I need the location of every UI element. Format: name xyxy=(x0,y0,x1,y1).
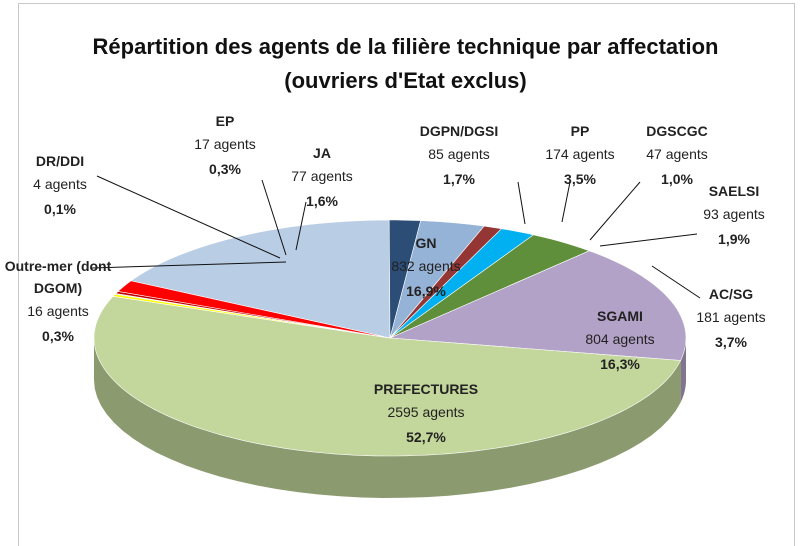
chart-frame xyxy=(18,3,795,546)
category-label: GN xyxy=(415,235,437,251)
category-label: SAELSI xyxy=(708,183,760,199)
category-label: SGAMI xyxy=(597,308,643,324)
value-label: 3,5% xyxy=(564,171,596,187)
value-label: 1,7% xyxy=(443,171,475,187)
count-label: 47 agents xyxy=(646,146,708,162)
value-label: 1,0% xyxy=(661,171,693,187)
value-label: 16,9% xyxy=(406,283,446,299)
chart-subtitle: (ouvriers d'Etat exclus) xyxy=(284,68,527,93)
slice-label: JA 77 agents 1,6% xyxy=(262,142,382,214)
leader-line xyxy=(295,201,307,251)
value-label: 3,7% xyxy=(715,334,747,350)
slice-label: DGSCGC 47 agents 1,0% xyxy=(617,120,737,192)
leader-line xyxy=(261,179,287,256)
leader-line xyxy=(599,233,698,247)
leader-line xyxy=(91,261,287,269)
slice-side xyxy=(94,338,681,498)
value-label: 1,9% xyxy=(718,231,750,247)
value-label: 0,1% xyxy=(44,201,76,217)
slice-side xyxy=(680,338,686,403)
value-label: 0,3% xyxy=(42,328,74,344)
slice-label: GN 832 agents 16,9% xyxy=(366,232,486,304)
slice-label: Outre-mer (dont DGOM) 16 agents 0,3% xyxy=(0,255,118,349)
slice-label: DR/DDI 4 agents 0,1% xyxy=(0,150,120,222)
slice-label: PREFECTURES 2595 agents 52,7% xyxy=(366,378,486,450)
category-label: DR/DDI xyxy=(35,153,85,169)
value-label: 16,3% xyxy=(600,356,640,372)
value-label: 0,3% xyxy=(209,161,241,177)
leader-line xyxy=(561,181,571,223)
slice-label: SAELSI 93 agents 1,9% xyxy=(674,180,794,252)
count-label: 804 agents xyxy=(585,331,655,347)
category-label: DGPN/DGSI xyxy=(419,123,499,139)
slice xyxy=(389,234,591,339)
count-label: 77 agents xyxy=(291,168,353,184)
slice-label: EP 17 agents 0,3% xyxy=(165,110,285,182)
slice xyxy=(117,280,391,339)
slice xyxy=(93,295,682,457)
category-label: PP xyxy=(570,123,590,139)
category-label: EP xyxy=(215,113,235,129)
value-label: 52,7% xyxy=(406,429,446,445)
count-label: 17 agents xyxy=(194,136,256,152)
count-label: 174 agents xyxy=(545,146,615,162)
count-label: 16 agents xyxy=(27,303,89,319)
count-label: 181 agents xyxy=(696,309,766,325)
value-label: 1,6% xyxy=(306,193,338,209)
category-label: Outre-mer (dont DGOM) xyxy=(4,258,112,296)
leader-line xyxy=(651,265,701,299)
chart-title: Répartition des agents de la filière tec… xyxy=(92,34,719,59)
slice-label: SGAMI 804 agents 16,3% xyxy=(560,305,680,377)
count-label: 2595 agents xyxy=(387,404,465,420)
count-label: 832 agents xyxy=(391,258,461,274)
leader-line xyxy=(517,181,526,225)
count-label: 85 agents xyxy=(428,146,490,162)
leader-line xyxy=(96,175,281,259)
slice-label: DGPN/DGSI 85 agents 1,7% xyxy=(399,120,519,192)
category-label: AC/SG xyxy=(708,286,754,302)
slice-label: PP 174 agents 3,5% xyxy=(520,120,640,192)
slice xyxy=(389,220,485,339)
leader-line xyxy=(589,181,641,241)
slice xyxy=(389,250,687,361)
count-label: 4 agents xyxy=(33,176,87,192)
category-label: PREFECTURES xyxy=(373,381,479,397)
category-label: JA xyxy=(313,145,331,161)
category-label: DGSCGC xyxy=(646,123,708,139)
slice-label: AC/SG 181 agents 3,7% xyxy=(671,283,791,355)
count-label: 93 agents xyxy=(703,206,765,222)
